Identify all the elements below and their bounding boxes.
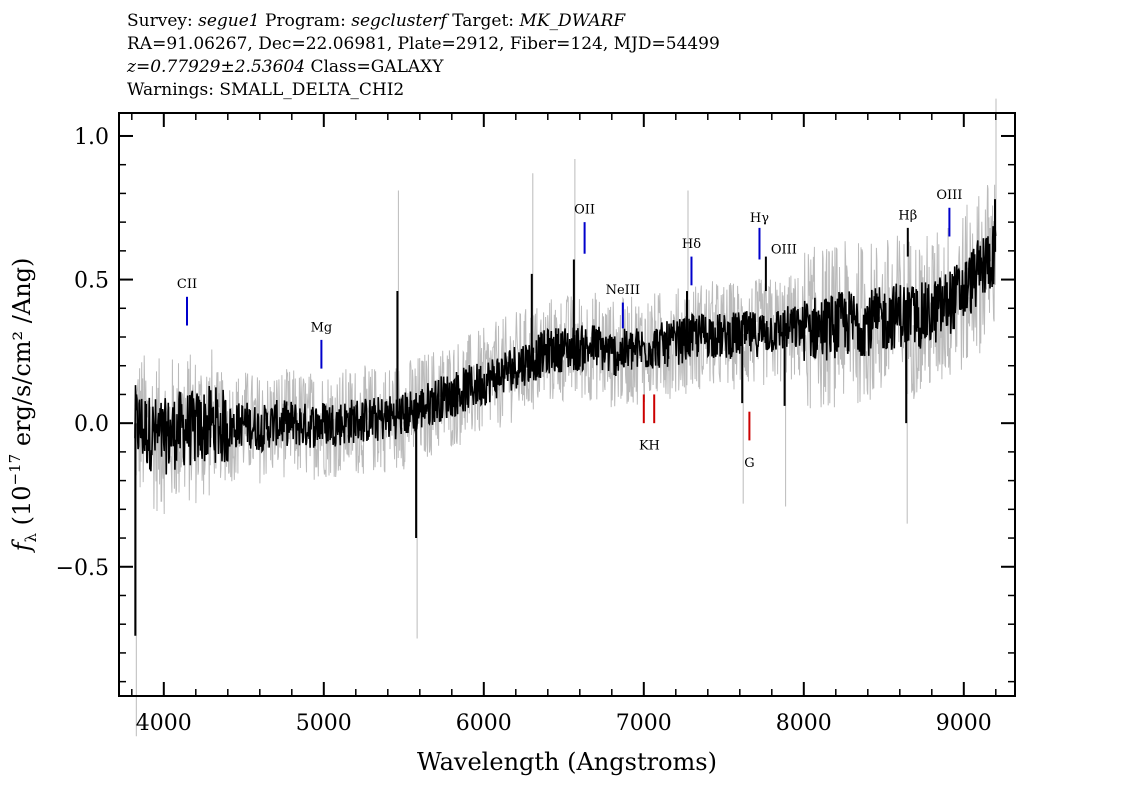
y-axis-label: fλ (10−17 erg/s/cm² /Ang) [6, 258, 40, 554]
target-value: MK_DWARF [519, 11, 626, 31]
y-axis-label-rest: erg/s/cm² /Ang) [8, 258, 36, 454]
program-value: segclusterf [351, 11, 447, 31]
x-tick-label: 7000 [616, 711, 672, 736]
x-axis-ticks: 4000 5000 6000 7000 8000 9000 [131, 113, 997, 736]
line-label-oiii: OIII [771, 243, 797, 258]
class-value: Class=GALAXY [310, 57, 444, 77]
header-line-redshift: z=0.77929±2.53604 Class=GALAXY [127, 56, 720, 79]
header-line-coordinates: RA=91.06267, Dec=22.06981, Plate=2912, F… [127, 34, 720, 54]
x-tick-label: 8000 [776, 711, 832, 736]
line-label-oiii: OIII [936, 188, 962, 203]
line-label-neiii: NeIII [606, 283, 640, 298]
line-label-k: K [639, 439, 649, 454]
x-tick-label: 5000 [296, 711, 352, 736]
x-tick-label: 9000 [936, 711, 992, 736]
y-tick-label: −0.5 [56, 556, 109, 581]
y-axis-label-main: (10 [8, 485, 36, 533]
line-label-g: G [744, 456, 754, 471]
y-axis-label-sup: −17 [6, 454, 24, 486]
error-series-line [134, 184, 997, 515]
y-tick-label: 1.0 [74, 125, 109, 150]
y-axis-label-sub: λ [22, 533, 40, 543]
survey-value: segue1 [198, 11, 260, 31]
flux-series [134, 199, 997, 636]
y-tick-label: 0.5 [74, 269, 109, 294]
line-label-hβ: Hβ [898, 208, 917, 223]
line-label-cii: CII [177, 277, 197, 292]
y-axis-ticks: −0.5 0.0 0.5 1.0 [56, 125, 1015, 683]
spectral-line-markers: CII Mg OII NeIII Hδ Hγ OIII Hβ OIII K H G [177, 188, 963, 471]
line-label-oii: OII [574, 203, 595, 218]
target-label: Target: [452, 11, 515, 31]
x-tick-label: 4000 [136, 711, 192, 736]
x-tick-label: 6000 [456, 711, 512, 736]
y-tick-label: 0.0 [74, 412, 109, 437]
redshift-value: z=0.77929±2.53604 [127, 57, 306, 77]
line-label-h: H [649, 439, 660, 454]
line-label-hδ: Hδ [682, 237, 701, 252]
header-line-survey: Survey: segue1 Program: segclusterf Targ… [127, 10, 720, 33]
x-axis-label: Wavelength (Angstroms) [417, 748, 717, 776]
line-label-hγ: Hγ [750, 211, 769, 226]
flux-series-line [134, 220, 997, 475]
survey-label: Survey: [127, 11, 193, 31]
line-label-mg: Mg [311, 320, 333, 335]
spectrum-header: Survey: segue1 Program: segclusterf Targ… [127, 10, 720, 102]
plot-frame [118, 112, 1016, 697]
header-line-warnings: Warnings: SMALL_DELTA_CHI2 [127, 80, 405, 100]
program-label: Program: [265, 11, 346, 31]
